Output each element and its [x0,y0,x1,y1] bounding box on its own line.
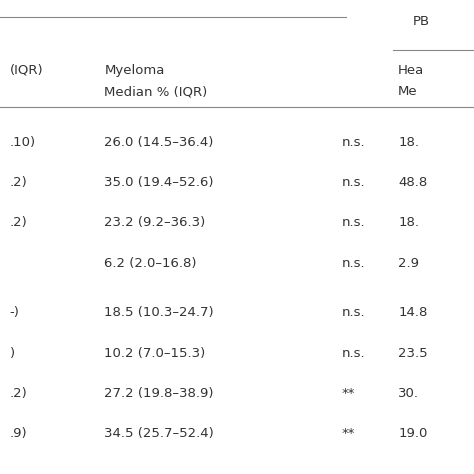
Text: PB: PB [412,15,429,28]
Text: 23.2 (9.2–36.3): 23.2 (9.2–36.3) [104,216,206,229]
Text: 6.2 (2.0–16.8): 6.2 (2.0–16.8) [104,256,197,270]
Text: n.s.: n.s. [341,256,365,270]
Text: 19.0: 19.0 [398,427,428,440]
Text: 10.2 (7.0–15.3): 10.2 (7.0–15.3) [104,346,206,360]
Text: **: ** [341,387,355,400]
Text: **: ** [341,427,355,440]
Text: Median % (IQR): Median % (IQR) [104,85,208,98]
Text: (IQR): (IQR) [9,64,43,77]
Text: 18.5 (10.3–24.7): 18.5 (10.3–24.7) [104,306,214,319]
Text: 27.2 (19.8–38.9): 27.2 (19.8–38.9) [104,387,214,400]
Text: 48.8: 48.8 [398,176,428,189]
Text: 14.8: 14.8 [398,306,428,319]
Text: Myeloma: Myeloma [104,64,164,77]
Text: n.s.: n.s. [341,136,365,149]
Text: Me: Me [398,85,418,98]
Text: Hea: Hea [398,64,424,77]
Text: 26.0 (14.5–36.4): 26.0 (14.5–36.4) [104,136,214,149]
Text: n.s.: n.s. [341,216,365,229]
Text: n.s.: n.s. [341,176,365,189]
Text: ): ) [9,346,15,360]
Text: 30.: 30. [398,387,419,400]
Text: .9): .9) [9,427,27,440]
Text: 18.: 18. [398,136,419,149]
Text: 35.0 (19.4–52.6): 35.0 (19.4–52.6) [104,176,214,189]
Text: .10): .10) [9,136,36,149]
Text: .2): .2) [9,216,27,229]
Text: n.s.: n.s. [341,346,365,360]
Text: -): -) [9,306,19,319]
Text: 2.9: 2.9 [398,256,419,270]
Text: 23.5: 23.5 [398,346,428,360]
Text: 34.5 (25.7–52.4): 34.5 (25.7–52.4) [104,427,214,440]
Text: n.s.: n.s. [341,306,365,319]
Text: .2): .2) [9,176,27,189]
Text: 18.: 18. [398,216,419,229]
Text: .2): .2) [9,387,27,400]
